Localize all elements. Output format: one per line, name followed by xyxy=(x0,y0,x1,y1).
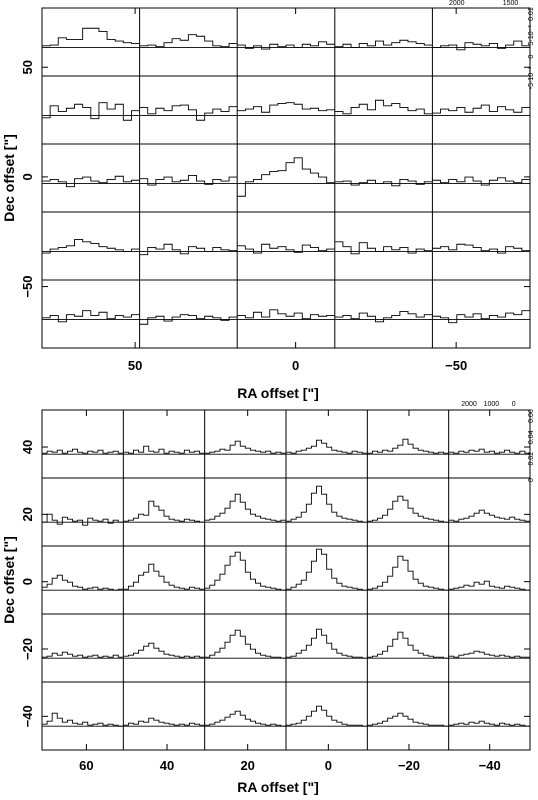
spectrum-r4-c1 xyxy=(123,717,205,726)
spectrum-r0-c1 xyxy=(123,445,205,454)
corner-y-label: 0.04 xyxy=(528,430,535,444)
spectrum-r3-c1 xyxy=(123,642,205,658)
spectrum-r2-c3 xyxy=(334,178,433,187)
spectrum-r3-c3 xyxy=(334,241,433,255)
spectrum-r4-c4 xyxy=(432,310,530,324)
corner-x-label: 1000 xyxy=(484,401,500,408)
spectrum-r3-c3 xyxy=(286,628,368,659)
y-tick-label: −40 xyxy=(20,705,35,727)
spectrum-r2-c0 xyxy=(42,175,140,188)
spectrum-r0-c5 xyxy=(448,448,530,454)
spectrum-r3-c2 xyxy=(204,629,286,659)
y-axis-title: Dec offset ["] xyxy=(1,134,17,222)
spectrum-r1-c3 xyxy=(334,99,433,115)
y-tick-label: 0 xyxy=(20,173,35,180)
spectrum-r2-c1 xyxy=(139,174,238,186)
y-tick-label: 0 xyxy=(20,578,35,585)
spectrum-r4-c4 xyxy=(367,712,449,727)
spectrum-r0-c2 xyxy=(204,440,286,454)
spectrum-r2-c4 xyxy=(432,176,530,186)
corner-y-label: 0.02 xyxy=(528,452,535,466)
spectrum-r1-c2 xyxy=(204,493,286,522)
spectrum-r1-c0 xyxy=(42,513,124,526)
corner-y-label: 0.01 xyxy=(528,7,535,21)
spectral-map-panel-bottom: 60 40 20 0 −20 −40 40 20 0 −20 −40 RA offset ["] Dec… xyxy=(1,401,535,795)
spectrum-r1-c3 xyxy=(286,485,368,523)
x-tick-label: 0 xyxy=(325,758,332,773)
corner-y-label: 0 xyxy=(528,478,535,482)
spectrum-r4-c5 xyxy=(448,720,530,727)
x-axis-title: RA offset ["] xyxy=(237,779,319,795)
y-tick-label: −50 xyxy=(20,276,35,298)
corner-y-label: 0 xyxy=(528,55,535,59)
x-tick-label: 60 xyxy=(79,758,93,773)
spectrum-r1-c5 xyxy=(448,509,530,522)
spectrum-r3-c4 xyxy=(367,631,449,659)
corner-x-label: 1500 xyxy=(503,0,519,7)
x-tick-label: −40 xyxy=(479,758,501,773)
spectrum-r3-c0 xyxy=(42,651,124,658)
spectrum-r4-c3 xyxy=(286,705,368,727)
spectrum-r4-c0 xyxy=(42,712,124,727)
spectrum-r0-c3 xyxy=(334,39,433,48)
y-axis-title: Dec offset ["] xyxy=(1,536,17,624)
x-tick-label: 20 xyxy=(240,758,254,773)
y-tick-label: 20 xyxy=(20,507,35,521)
corner-x-label: 2000 xyxy=(461,401,477,408)
plot-frame xyxy=(41,7,531,349)
spectrum-r0-c3 xyxy=(286,439,368,454)
spectrum-r2-c3 xyxy=(286,548,368,591)
spectrum-r1-c4 xyxy=(432,104,530,114)
spectrum-r1-c1 xyxy=(139,104,238,121)
x-tick-label: 0 xyxy=(292,358,299,373)
x-tick-label: −50 xyxy=(445,358,467,373)
spectrum-r2-c4 xyxy=(367,555,449,591)
spectrum-r3-c5 xyxy=(448,650,530,658)
spectrum-r2-c1 xyxy=(123,563,205,590)
spectrum-r4-c2 xyxy=(237,309,335,320)
x-tick-label: 40 xyxy=(160,758,174,773)
spectrum-r0-c2 xyxy=(237,41,335,50)
spectrum-r2-c2 xyxy=(204,551,286,591)
spectrum-r1-c0 xyxy=(42,102,140,121)
y-tick-label: −20 xyxy=(20,638,35,660)
x-axis-title: RA offset ["] xyxy=(237,385,319,401)
spectrum-r1-c4 xyxy=(367,495,449,523)
spectrum-r2-c0 xyxy=(42,574,124,591)
spectrum-r0-c1 xyxy=(139,34,238,48)
spectrum-r2-c5 xyxy=(448,580,530,591)
spectrum-r4-c0 xyxy=(42,310,140,323)
spectrum-r3-c4 xyxy=(432,243,530,254)
spectrum-r0-c4 xyxy=(432,40,530,51)
spectrum-r4-c1 xyxy=(139,314,238,325)
corner-x-label: 0 xyxy=(512,401,516,408)
spectrum-r3-c2 xyxy=(237,243,335,254)
corner-x-label: 2000 xyxy=(449,0,465,7)
spectrum-r0-c4 xyxy=(367,438,449,454)
corner-y-label: 5·10⁻³ xyxy=(528,25,535,46)
y-tick-label: 40 xyxy=(20,440,35,454)
corner-y-label: -5·10⁻³ xyxy=(528,66,535,89)
spectrum-r0-c0 xyxy=(42,27,140,47)
spectral-map-panel-top: 50 0 −50 50 0 −50 RA offset ["] Dec offset ["] 2… xyxy=(1,0,535,401)
spectrum-r1-c1 xyxy=(123,500,205,523)
spectrum-r4-c3 xyxy=(334,310,433,323)
spectrum-r4-c2 xyxy=(204,710,286,727)
y-tick-label: 50 xyxy=(20,60,35,74)
spectrum-r3-c1 xyxy=(139,243,238,256)
spectrum-r1-c2 xyxy=(237,102,335,113)
spectrum-r3-c0 xyxy=(42,238,140,254)
spectrum-r2-c2 xyxy=(237,157,335,197)
corner-y-label: 0.06 xyxy=(528,409,535,423)
x-tick-label: −20 xyxy=(398,758,420,773)
spectrum-r0-c0 xyxy=(42,448,124,454)
x-tick-label: 50 xyxy=(128,358,142,373)
